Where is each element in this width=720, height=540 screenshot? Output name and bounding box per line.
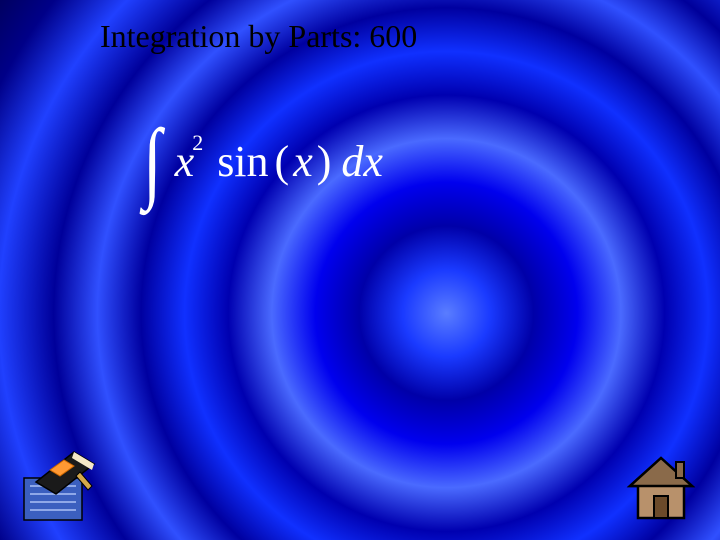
term-exponent: 2: [192, 130, 203, 155]
slide-title: Integration by Parts: 600: [100, 18, 417, 55]
book-icon[interactable]: [18, 442, 102, 526]
home-icon[interactable]: [624, 452, 698, 526]
paren-close: ): [317, 136, 332, 187]
x-squared: x2: [175, 136, 206, 187]
function-name: sin: [217, 136, 268, 187]
argument-variable: x: [293, 136, 313, 187]
paren-open: (: [275, 136, 290, 187]
differential: dx: [341, 136, 383, 187]
integral-formula: ∫ x2 sin ( x ) dx: [140, 130, 383, 193]
integral-symbol: ∫: [143, 130, 161, 193]
spiral-background: [0, 0, 720, 540]
